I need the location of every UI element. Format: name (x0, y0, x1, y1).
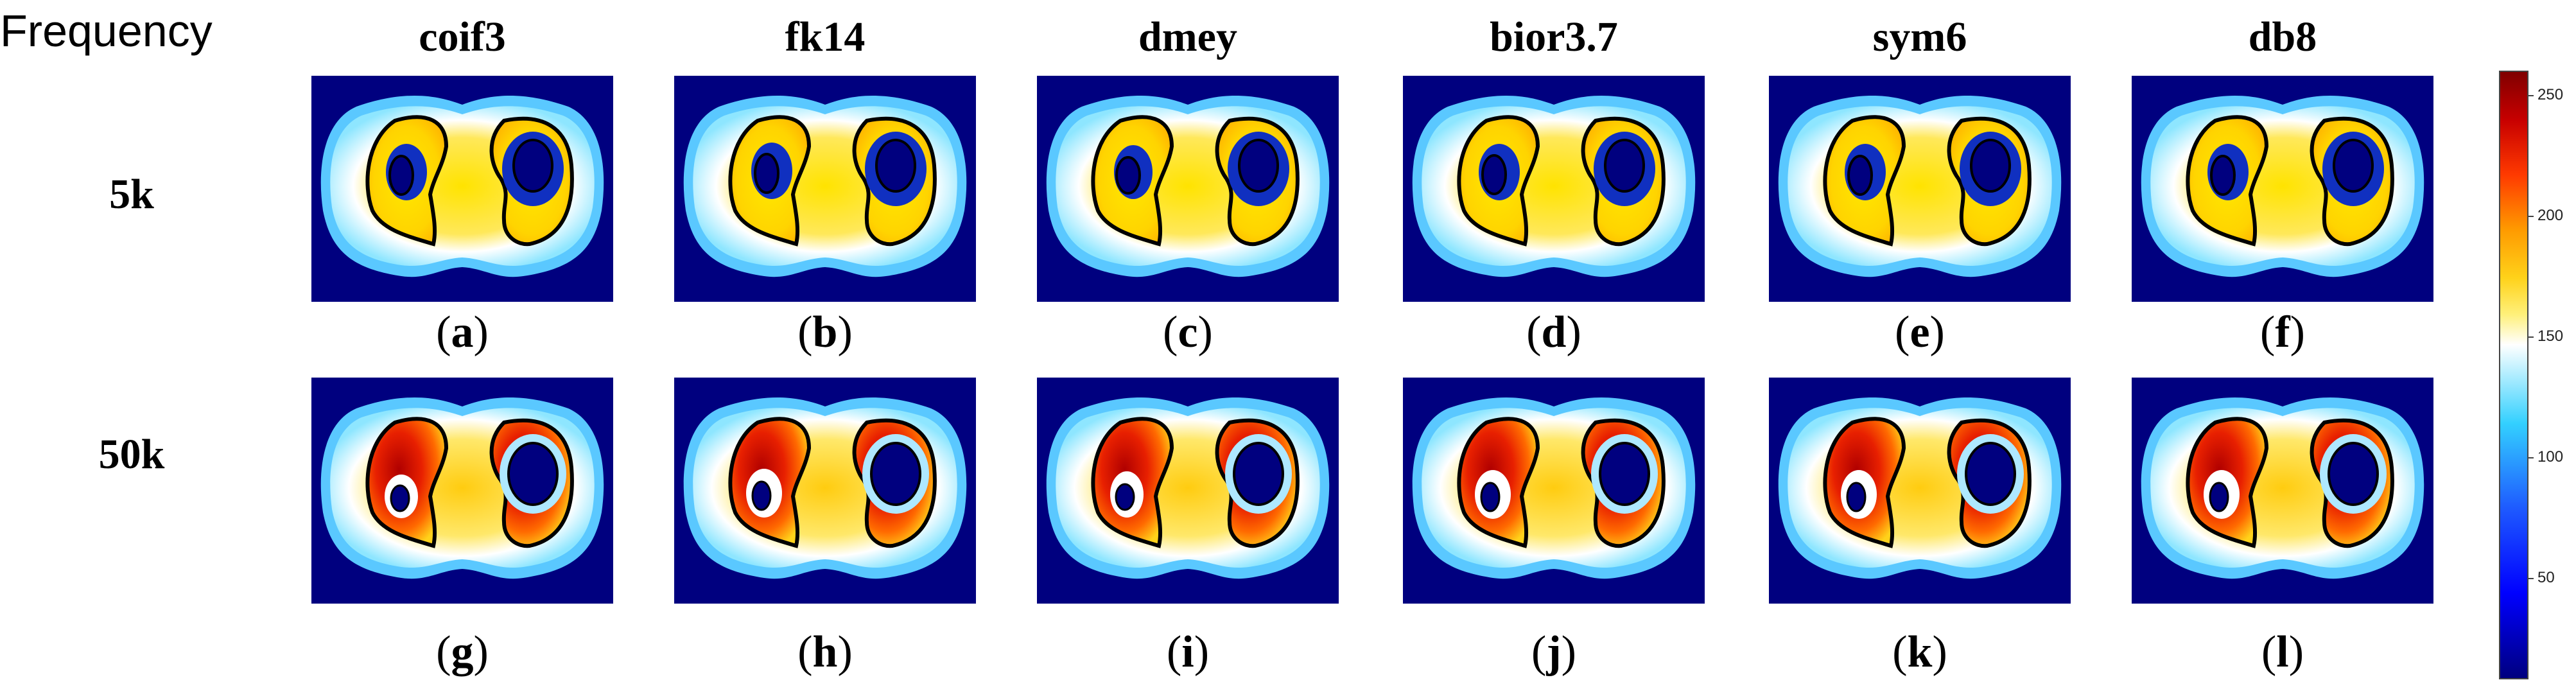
caption-a: (a) (436, 308, 489, 357)
caption-e: (e) (1895, 308, 1945, 357)
caption-h-letter: h (812, 627, 838, 677)
caption-e-letter: e (1910, 308, 1930, 357)
panel-c (1037, 76, 1339, 302)
panel-j (1403, 378, 1705, 604)
caption-k: (k) (1892, 627, 1947, 677)
panel-d (1403, 76, 1705, 302)
caption-a-letter: a (451, 308, 474, 357)
row-label-5k: 5k (109, 171, 154, 218)
column-title-fk14: fk14 (785, 13, 866, 60)
column-title-db8: db8 (2248, 13, 2317, 60)
caption-l-letter: l (2276, 627, 2289, 677)
panel-l (2132, 378, 2433, 604)
column-title-dmey: dmey (1138, 13, 1237, 60)
caption-g: (g) (436, 627, 489, 677)
colorbar-tick-100: 100 (2537, 448, 2564, 466)
colorbar-tick-mark-250 (2527, 95, 2534, 96)
caption-k-letter: k (1907, 627, 1933, 677)
caption-i-letter: i (1181, 627, 1194, 677)
colorbar (2499, 71, 2528, 679)
panel-e (1769, 76, 2071, 302)
caption-h: (h) (797, 627, 853, 677)
panel-b (674, 76, 976, 302)
panel-k (1769, 378, 2071, 604)
panel-a (311, 76, 613, 302)
colorbar-tick-150: 150 (2537, 327, 2564, 345)
colorbar-tick-mark-100 (2527, 457, 2534, 458)
colorbar-tick-50: 50 (2537, 569, 2555, 586)
column-title-bior3-7: bior3.7 (1490, 13, 1618, 60)
caption-f: (f) (2260, 308, 2305, 357)
caption-b-letter: b (812, 308, 838, 357)
colorbar-tick-mark-200 (2527, 216, 2534, 217)
panel-g (311, 378, 613, 604)
caption-l: (l) (2261, 627, 2304, 677)
caption-j-letter: j (1546, 627, 1562, 677)
caption-b: (b) (797, 308, 853, 357)
caption-d-letter: d (1541, 308, 1567, 357)
column-title-coif3: coif3 (419, 13, 506, 60)
colorbar-tick-250: 250 (2537, 86, 2564, 103)
panel-h (674, 378, 976, 604)
caption-i: (i) (1166, 627, 1210, 677)
colorbar-tick-mark-50 (2527, 578, 2534, 579)
caption-c-letter: c (1178, 308, 1198, 357)
colorbar-tick-mark-150 (2527, 336, 2534, 338)
frequency-header: Frequency (0, 6, 213, 56)
panel-f (2132, 76, 2433, 302)
caption-j: (j) (1531, 627, 1576, 677)
caption-g-letter: g (451, 627, 474, 677)
colorbar-tick-200: 200 (2537, 207, 2564, 224)
caption-d: (d) (1526, 308, 1581, 357)
caption-f-letter: f (2275, 308, 2290, 357)
panel-i (1037, 378, 1339, 604)
row-label-50k: 50k (98, 431, 165, 478)
caption-c: (c) (1163, 308, 1213, 357)
column-title-sym6: sym6 (1872, 13, 1967, 60)
